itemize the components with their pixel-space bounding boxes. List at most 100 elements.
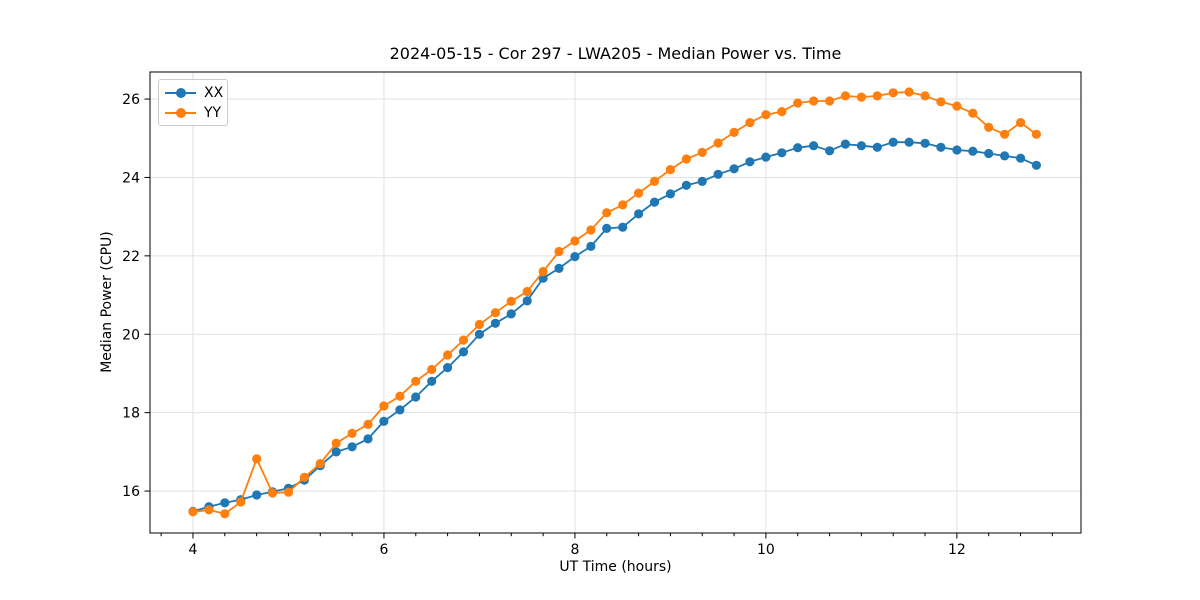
- data-point-marker: [236, 497, 246, 507]
- data-point-marker: [872, 142, 882, 152]
- data-point-marker: [427, 364, 437, 375]
- data-point-marker: [363, 419, 373, 429]
- data-point-marker: [411, 376, 421, 386]
- data-point-marker: [872, 91, 882, 101]
- data-point-marker: [856, 92, 867, 102]
- data-point-marker: [538, 273, 548, 283]
- data-point-marker: [777, 107, 787, 117]
- data-point-marker: [825, 146, 835, 156]
- data-point-marker: [586, 225, 596, 235]
- data-point-marker: [458, 347, 469, 357]
- data-point-marker: [602, 223, 612, 233]
- data-point-marker: [840, 139, 851, 149]
- data-point-marker: [665, 189, 676, 199]
- data-point-marker: [649, 197, 660, 207]
- series-line: [192, 141, 1037, 513]
- data-point-marker: [188, 507, 198, 517]
- data-point-marker: [618, 222, 628, 232]
- y-tick-label: 18: [122, 406, 140, 422]
- data-point-marker: [379, 416, 389, 426]
- data-point-marker: [395, 391, 405, 401]
- data-point-marker: [968, 146, 978, 156]
- data-point-marker: [204, 505, 214, 515]
- data-point-marker: [522, 296, 532, 306]
- legend-entry-yy: YY: [165, 103, 227, 123]
- data-point-marker: [363, 434, 373, 444]
- y-tick-label: 20: [122, 327, 140, 343]
- data-point-marker: [713, 169, 723, 179]
- data-point-marker: [1016, 118, 1026, 128]
- data-point-marker: [904, 137, 914, 147]
- data-point-marker: [920, 91, 930, 101]
- data-point-marker: [252, 454, 262, 464]
- data-point-marker: [427, 376, 437, 386]
- data-point-marker: [538, 266, 548, 277]
- data-point-marker: [315, 459, 325, 469]
- legend-marker-xx: [175, 88, 186, 98]
- data-point-marker: [697, 147, 707, 157]
- data-point-marker: [729, 127, 739, 137]
- data-point-marker: [220, 509, 230, 519]
- data-point-marker: [474, 319, 484, 330]
- data-point-marker: [681, 154, 692, 164]
- data-point-marker: [506, 309, 516, 319]
- legend-line-sample-xx: [165, 88, 196, 98]
- data-point-marker: [443, 363, 453, 373]
- data-point-marker: [634, 188, 644, 198]
- legend-label-yy: YY: [204, 105, 222, 121]
- data-point-marker: [809, 141, 819, 151]
- legend-label-xx: XX: [204, 85, 224, 101]
- series-xx: [188, 137, 1041, 516]
- y-tick-label: 16: [122, 484, 140, 500]
- data-point-marker: [252, 490, 262, 500]
- data-point-marker: [395, 405, 405, 415]
- y-tick-label: 26: [122, 92, 140, 108]
- data-point-marker: [952, 145, 962, 155]
- data-point-marker: [888, 137, 898, 147]
- data-point-marker: [458, 335, 469, 345]
- data-point-marker: [602, 208, 612, 218]
- data-point-marker: [586, 241, 596, 251]
- data-point-marker: [888, 88, 898, 98]
- x-tick-label: 8: [570, 542, 579, 558]
- y-tick-label: 24: [122, 170, 140, 186]
- data-point-marker: [506, 296, 516, 306]
- data-point-marker: [761, 152, 771, 162]
- data-point-marker: [745, 118, 755, 128]
- series-yy: [188, 87, 1041, 519]
- data-point-marker: [665, 165, 676, 175]
- data-point-marker: [904, 87, 914, 97]
- chart-title: 2024-05-15 - Cor 297 - LWA205 - Median P…: [389, 44, 842, 63]
- x-axis-label: UT Time (hours): [559, 559, 672, 575]
- data-point-marker: [809, 96, 819, 106]
- data-point-marker: [793, 98, 803, 108]
- gridlines: [150, 72, 1081, 533]
- legend-line-sample-yy: [165, 108, 196, 118]
- series-line: [192, 91, 1037, 515]
- axis-ticks: [144, 98, 1053, 539]
- data-point-marker: [1000, 129, 1010, 139]
- data-point-marker: [443, 350, 453, 360]
- data-point-marker: [984, 122, 994, 132]
- x-tick-label: 12: [948, 542, 966, 558]
- data-point-marker: [936, 142, 946, 152]
- data-point-marker: [1000, 151, 1010, 161]
- x-tick-label: 4: [189, 542, 198, 558]
- data-point-marker: [856, 141, 867, 151]
- data-point-marker: [283, 487, 294, 497]
- legend-marker-yy: [175, 108, 186, 118]
- data-point-marker: [379, 401, 389, 411]
- data-point-marker: [347, 428, 357, 438]
- data-point-marker: [1031, 160, 1041, 170]
- data-point-marker: [331, 438, 341, 448]
- data-point-marker: [474, 329, 484, 339]
- data-point-marker: [761, 110, 771, 120]
- y-axis-label: Median Power (CPU): [99, 231, 115, 373]
- data-point-marker: [267, 488, 278, 498]
- data-point-marker: [554, 263, 564, 273]
- data-point-marker: [793, 143, 803, 153]
- data-point-marker: [697, 176, 707, 186]
- data-point-marker: [1016, 153, 1026, 163]
- data-point-marker: [347, 442, 357, 452]
